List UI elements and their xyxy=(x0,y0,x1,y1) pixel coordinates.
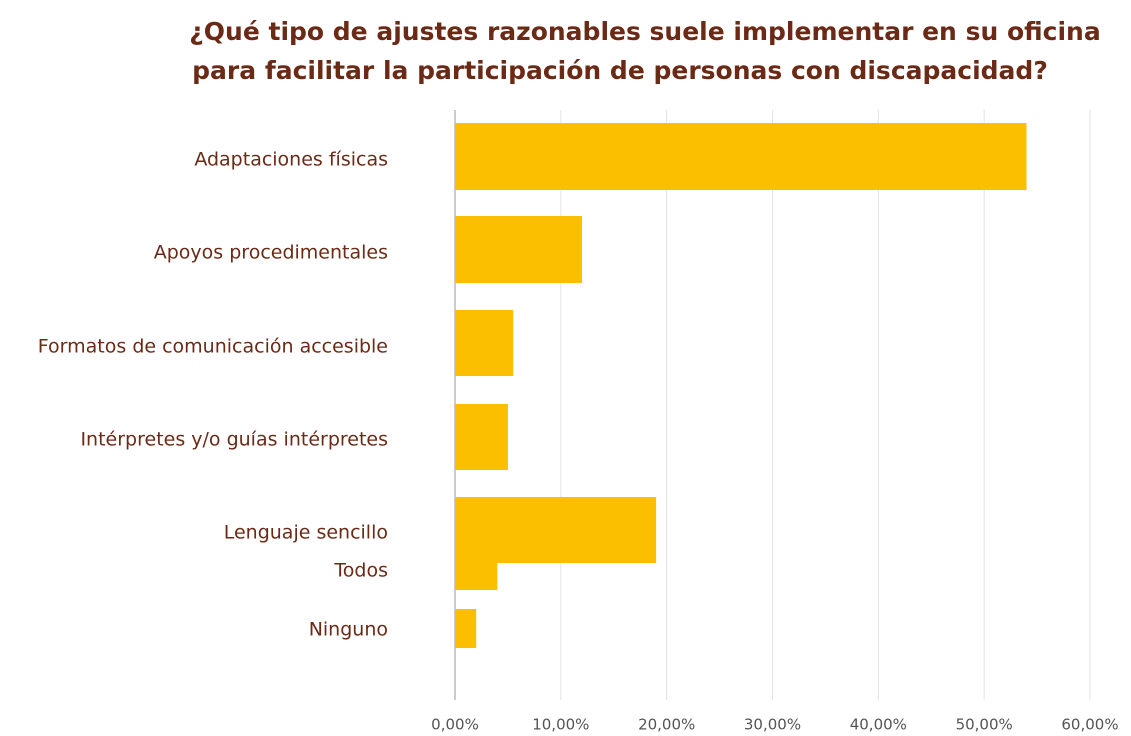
x-tick-label: 10,00% xyxy=(532,716,589,734)
y-tick-label: Apoyos procedimentales xyxy=(154,242,388,264)
y-tick-label: Todos xyxy=(333,560,388,582)
x-tick-label: 0,00% xyxy=(431,716,479,734)
chart-title: para facilitar la participación de perso… xyxy=(192,56,1048,85)
bar xyxy=(455,404,508,470)
chart-title: ¿Qué tipo de ajustes razonables suele im… xyxy=(189,17,1100,46)
y-tick-label: Adaptaciones físicas xyxy=(194,149,388,171)
bar xyxy=(455,609,477,648)
bar xyxy=(455,216,582,283)
bar xyxy=(455,497,657,563)
y-tick-label: Lenguaje sencillo xyxy=(224,522,388,544)
bar xyxy=(455,563,498,590)
y-tick-label: Formatos de comunicación accesible xyxy=(38,336,388,358)
x-tick-label: 40,00% xyxy=(850,716,907,734)
x-tick-label: 50,00% xyxy=(956,716,1013,734)
bar xyxy=(455,310,514,376)
y-tick-label: Intérpretes y/o guías intérpretes xyxy=(80,429,388,451)
y-tick-label: Ninguno xyxy=(309,619,388,641)
x-tick-label: 30,00% xyxy=(744,716,801,734)
x-tick-label: 60,00% xyxy=(1061,716,1118,734)
x-tick-label: 20,00% xyxy=(638,716,695,734)
bar xyxy=(455,123,1027,190)
